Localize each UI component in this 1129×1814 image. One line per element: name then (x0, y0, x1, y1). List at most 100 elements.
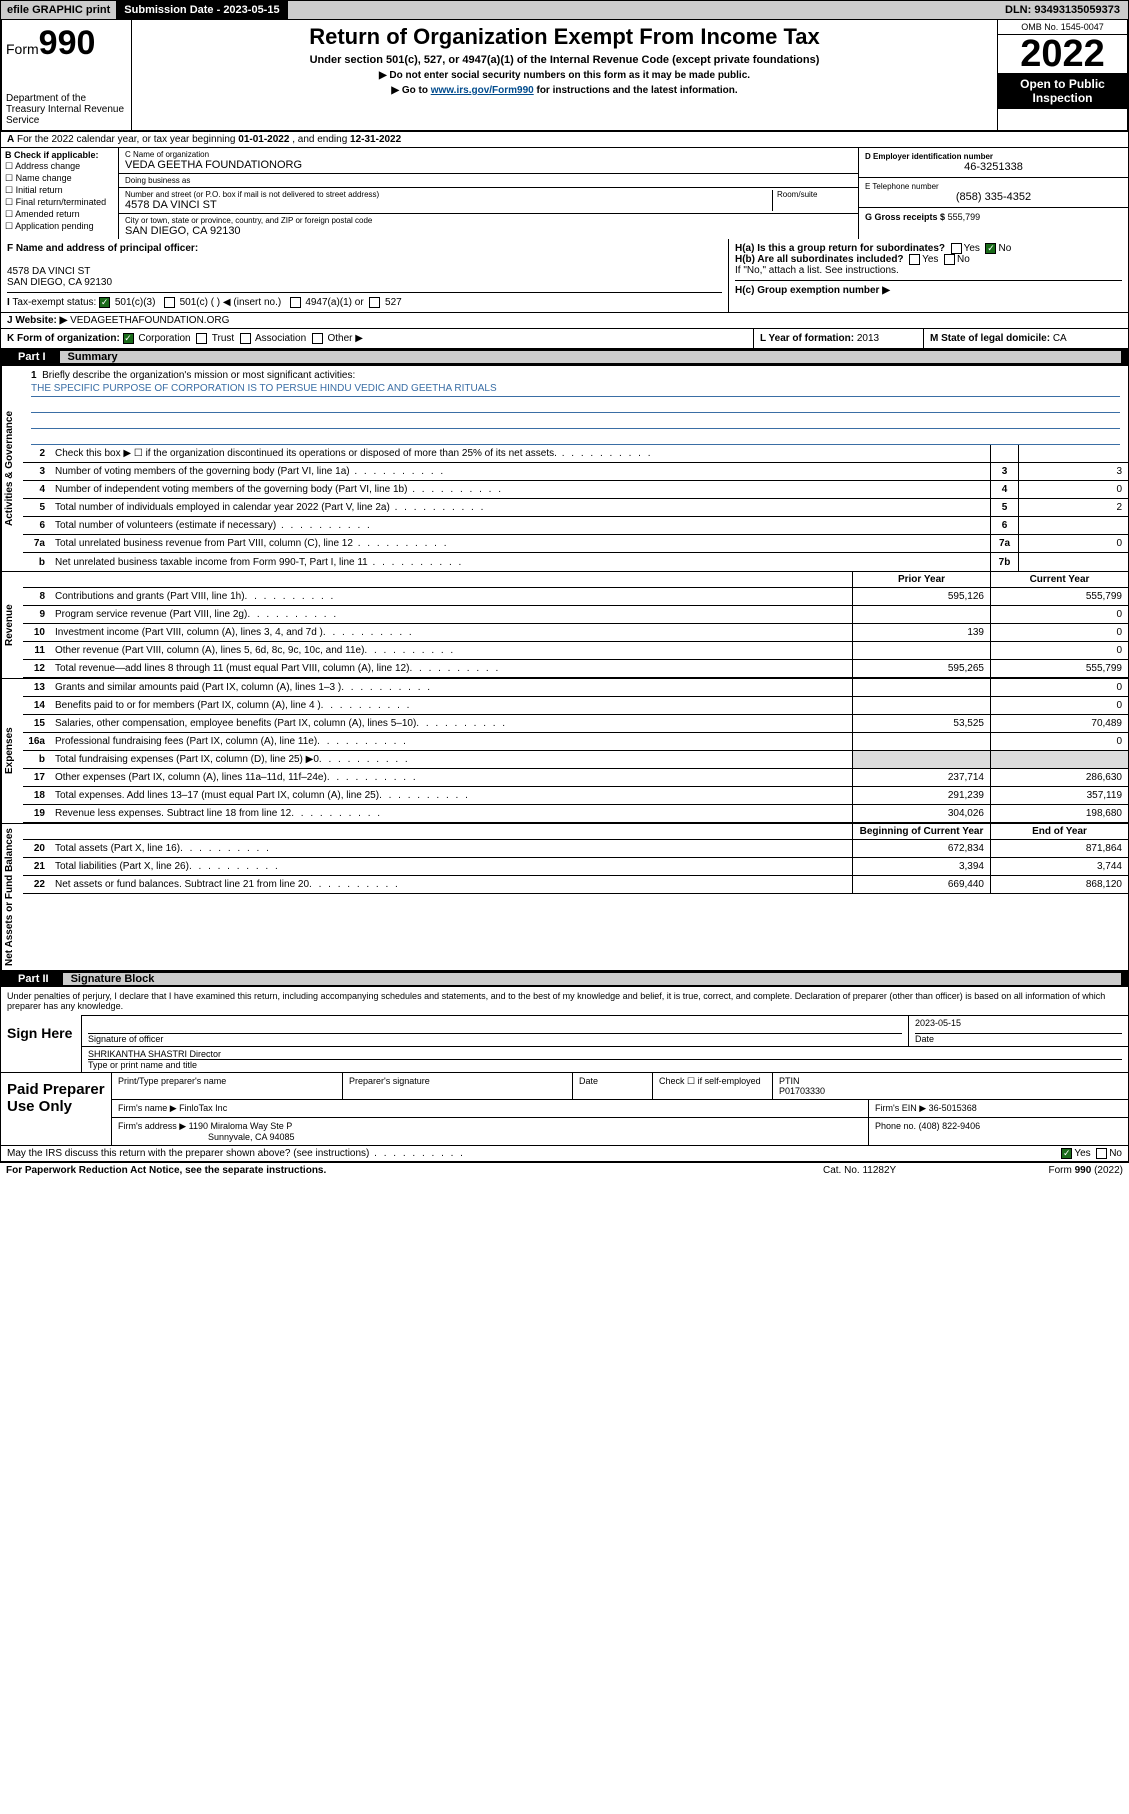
rev-header: Prior Year Current Year (23, 572, 1128, 588)
sign-here-row: Sign Here Signature of officer 2023-05-1… (1, 1015, 1128, 1072)
part1-title: Summary (60, 351, 1121, 363)
chk-address-label: Address change (15, 161, 80, 171)
may-no-chk[interactable] (1096, 1148, 1107, 1159)
efile-label[interactable]: efile GRAPHIC print (1, 2, 116, 18)
chk-501c3[interactable] (99, 297, 110, 308)
line-text: Total expenses. Add lines 13–17 (must eq… (51, 787, 852, 804)
gov-body: 1 Briefly describe the organization's mi… (23, 366, 1128, 571)
tel-value: (858) 335-4352 (865, 191, 1122, 203)
chk-pending-label: Application pending (15, 221, 94, 231)
line-text: Professional fundraising fees (Part IX, … (51, 733, 852, 750)
line-amt (1018, 553, 1128, 571)
form-header: Form990 Department of the Treasury Inter… (0, 20, 1129, 132)
footer-form: Form 990 (2022) (973, 1165, 1123, 1176)
irs-link[interactable]: www.irs.gov/Form990 (431, 85, 534, 96)
mission-line2 (31, 399, 1120, 413)
chk-amended[interactable]: ☐ Amended return (5, 209, 114, 220)
topbar: efile GRAPHIC print Submission Date - 20… (0, 0, 1129, 20)
line-16a: 16a Professional fundraising fees (Part … (23, 733, 1128, 751)
line-20: 20 Total assets (Part X, line 16) 672,83… (23, 840, 1128, 858)
line-box: 3 (990, 463, 1018, 480)
line-text: Total assets (Part X, line 16) (51, 840, 852, 857)
sig-name: SHRIKANTHA SHASTRI Director (88, 1049, 1122, 1060)
prep-row3: Firm's address ▶ 1190 Miraloma Way Ste P… (112, 1118, 1128, 1145)
row-m: M State of legal domicile: CA (923, 329, 1128, 348)
line-box (990, 445, 1018, 462)
gross-label: G Gross receipts $ (865, 212, 945, 222)
state-domicile: CA (1053, 333, 1067, 344)
col-b-label: B Check if applicable: (5, 150, 114, 160)
line-b: b Total fundraising expenses (Part IX, c… (23, 751, 1128, 769)
hb-yes-chk[interactable] (909, 254, 920, 265)
cell-city: City or town, state or province, country… (119, 214, 858, 239)
ha-yes-chk[interactable] (951, 243, 962, 254)
phone-value: (408) 822-9406 (919, 1121, 981, 1131)
block-bcd: B Check if applicable: ☐ Address change … (0, 148, 1129, 239)
chk-501c[interactable] (164, 297, 175, 308)
firm-name: FinloTax Inc (179, 1103, 227, 1113)
line-current: 871,864 (990, 840, 1128, 857)
chk-trust[interactable] (196, 333, 207, 344)
firm-addr-label: Firm's address ▶ (118, 1121, 186, 1131)
tax-begin: 01-01-2022 (238, 134, 289, 145)
sig-officer: Signature of officer (82, 1016, 908, 1046)
col-b: B Check if applicable: ☐ Address change … (1, 148, 119, 239)
ha-no-chk[interactable] (985, 243, 996, 254)
chk-corp[interactable] (123, 333, 134, 344)
street-label: Number and street (or P.O. box if mail i… (125, 190, 772, 199)
phone-label: Phone no. (875, 1121, 916, 1131)
opt-527: 527 (385, 297, 402, 308)
hb-yes: Yes (922, 254, 938, 265)
line-prior: 3,394 (852, 858, 990, 875)
line-num: 17 (23, 769, 51, 786)
firm-label: Firm's name ▶ (118, 1103, 177, 1113)
header-left: Form990 Department of the Treasury Inter… (2, 20, 132, 130)
line-amt (1018, 517, 1128, 534)
chk-4947[interactable] (290, 297, 301, 308)
line-prior (852, 642, 990, 659)
chk-other[interactable] (312, 333, 323, 344)
hb-no: No (957, 254, 970, 265)
dba-label: Doing business as (125, 176, 852, 185)
may-discuss-row: May the IRS discuss this return with the… (0, 1146, 1129, 1162)
line-text: Investment income (Part VIII, column (A)… (51, 624, 852, 641)
cell-tel: E Telephone number (858) 335-4352 (859, 178, 1128, 208)
orgname-label: C Name of organization (125, 150, 852, 159)
chk-initial[interactable]: ☐ Initial return (5, 185, 114, 196)
hb-no-chk[interactable] (944, 254, 955, 265)
officer-addr2: SAN DIEGO, CA 92130 (7, 277, 722, 288)
line-text: Net assets or fund balances. Subtract li… (51, 876, 852, 893)
line-num: 2 (23, 448, 51, 459)
col-d: D Employer identification number 46-3251… (858, 148, 1128, 239)
line-text: Grants and similar amounts paid (Part IX… (51, 679, 852, 696)
line-current (990, 751, 1128, 768)
firm-ein-cell: Firm's EIN ▶ 36-5015368 (868, 1100, 1128, 1117)
line-prior (852, 697, 990, 714)
line-num: 18 (23, 787, 51, 804)
may-yes-chk[interactable] (1061, 1148, 1072, 1159)
chk-pending[interactable]: ☐ Application pending (5, 221, 114, 232)
hb-label: H(b) Are all subordinates included? (735, 254, 904, 265)
line-current: 555,799 (990, 588, 1128, 605)
prep-ptin: P01703330 (779, 1086, 825, 1096)
line-current: 868,120 (990, 876, 1128, 893)
line-num: 6 (23, 520, 51, 531)
chk-assoc[interactable] (240, 333, 251, 344)
line-num: 22 (23, 876, 51, 893)
ha-label: H(a) Is this a group return for subordin… (735, 243, 945, 254)
line-text: Total fundraising expenses (Part IX, col… (51, 751, 852, 768)
chk-527[interactable] (369, 297, 380, 308)
line-prior: 53,525 (852, 715, 990, 732)
line-current: 555,799 (990, 660, 1128, 677)
chk-address[interactable]: ☐ Address change (5, 161, 114, 172)
chk-name[interactable]: ☐ Name change (5, 173, 114, 184)
prep-h1: Print/Type preparer's name (112, 1073, 342, 1099)
may-discuss-text: May the IRS discuss this return with the… (7, 1148, 1061, 1159)
line-num: 9 (23, 606, 51, 623)
cell-street: Number and street (or P.O. box if mail i… (119, 188, 858, 214)
line-num: 19 (23, 805, 51, 822)
prep-h4: Check ☐ if self-employed (652, 1073, 772, 1099)
line-text: Net unrelated business taxable income fr… (51, 555, 990, 570)
chk-final[interactable]: ☐ Final return/terminated (5, 197, 114, 208)
line-11: 11 Other revenue (Part VIII, column (A),… (23, 642, 1128, 660)
